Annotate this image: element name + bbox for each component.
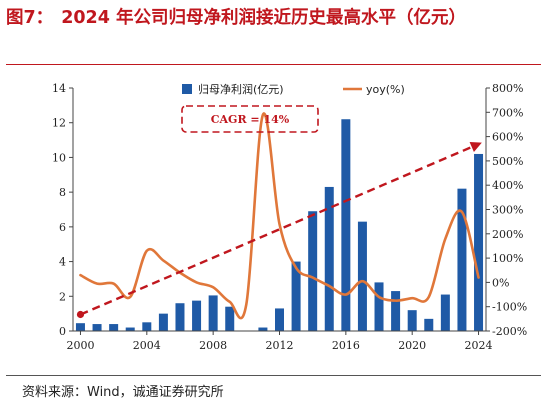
legend: 归母净利润(亿元) yoy(%)	[182, 82, 405, 96]
bar-series-group	[75, 119, 484, 332]
x-tick-label: 2020	[398, 339, 426, 352]
cagr-label: CAGR = 14%	[211, 113, 290, 126]
net-profit-chart: 0 2 4 6 8 10 12 14 -200% -100% 0% 100% 200% 300% 400% 5…	[52, 82, 527, 352]
x-tick-label: 2016	[332, 339, 360, 352]
yoy-line	[79, 112, 480, 320]
bar-2014	[308, 211, 318, 331]
bar-2022	[440, 294, 450, 331]
bar-2001	[92, 324, 102, 331]
bar-2008	[208, 295, 218, 331]
figure-title-text: 2024 年公司归母净利润接近历史最高水平（亿元）	[61, 8, 466, 28]
bar-2004	[142, 322, 152, 331]
right-tick-label: 0%	[492, 276, 509, 289]
title-divider	[6, 64, 541, 65]
legend-line-label: yoy(%)	[366, 83, 405, 96]
bar-2006	[175, 303, 185, 331]
legend-bar-label: 归母净利润(亿元)	[198, 82, 284, 96]
bar-2000	[75, 323, 85, 331]
left-tick-label: 14	[52, 82, 66, 95]
bar-2021	[424, 318, 434, 331]
left-tick-label: 2	[59, 290, 66, 303]
bar-2017	[357, 221, 367, 331]
right-tick-label: 200%	[492, 228, 523, 241]
legend-bar-swatch	[182, 84, 192, 94]
bar-2015	[324, 186, 334, 331]
left-tick-label: 8	[59, 186, 66, 199]
axes-group: 0 2 4 6 8 10 12 14 -200% -100% 0% 100% 200% 300% 400% 5…	[52, 82, 527, 352]
bar-2020	[407, 310, 417, 331]
bar-2023	[457, 188, 467, 331]
trend-arrow-head	[469, 141, 482, 153]
x-tick-label: 2024	[465, 339, 493, 352]
trend-arrow-line	[79, 145, 473, 316]
right-tick-label: 700%	[492, 106, 523, 119]
bar-2007	[192, 300, 202, 332]
right-tick-label: 100%	[492, 252, 523, 265]
right-tick-label: 600%	[492, 131, 523, 144]
bar-2016	[341, 119, 351, 332]
bar-2009	[225, 306, 235, 331]
bar-2003	[125, 327, 135, 331]
x-tick-label: 2004	[133, 339, 161, 352]
right-tick-label: 800%	[492, 82, 523, 95]
bar-2018	[374, 282, 384, 331]
cagr-box	[181, 105, 319, 133]
figure-title: 图7： 2024 年公司归母净利润接近历史最高水平（亿元）	[6, 4, 541, 33]
left-tick-label: 4	[59, 256, 66, 269]
x-tick-label: 2008	[199, 339, 227, 352]
bar-2013	[291, 261, 301, 331]
right-tick-label: -100%	[492, 301, 527, 314]
right-tick-label: -200%	[492, 325, 527, 338]
bar-2024	[474, 153, 484, 331]
left-tick-label: 10	[52, 151, 66, 164]
right-tick-label: 300%	[492, 204, 523, 217]
bar-2011	[258, 327, 268, 331]
bar-2005	[158, 313, 168, 331]
trend-start-dot	[76, 310, 85, 319]
left-tick-label: 12	[52, 117, 66, 130]
bar-2012	[275, 308, 284, 331]
right-tick-label: 400%	[492, 179, 523, 192]
bar-2019	[391, 291, 401, 331]
source-note: 资料来源：Wind，诚通证券研究所	[22, 385, 224, 400]
annotation-group: CAGR = 14%	[76, 105, 482, 319]
right-tick-label: 500%	[492, 155, 523, 168]
left-tick-label: 6	[59, 221, 66, 234]
footer-divider	[6, 375, 541, 376]
left-tick-label: 0	[59, 325, 66, 338]
yoy-line-group	[79, 112, 480, 320]
x-tick-label: 2000	[66, 339, 94, 352]
bar-2002	[109, 324, 119, 331]
figure-number: 图7：	[6, 8, 54, 28]
x-tick-label: 2012	[266, 339, 294, 352]
